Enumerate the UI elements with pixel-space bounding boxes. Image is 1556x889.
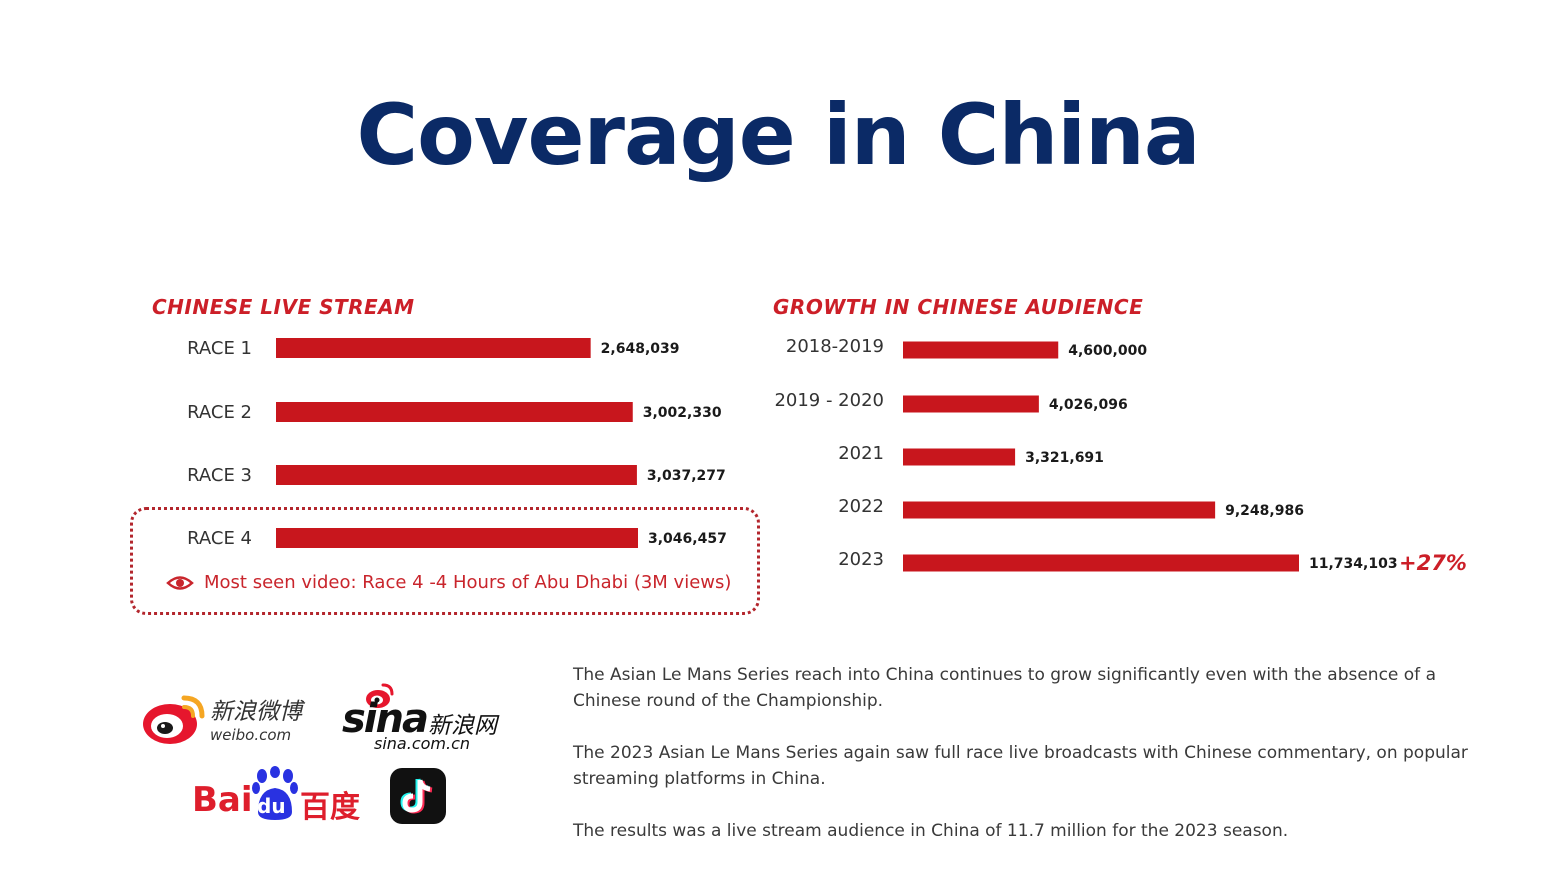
live-stream-bar xyxy=(276,338,591,358)
sina-cn-text: 新浪网 xyxy=(428,713,497,739)
paragraph-reach: The Asian Le Mans Series reach into Chin… xyxy=(573,665,1436,711)
sina-eye-icon xyxy=(366,683,394,708)
live-stream-category-label: RACE 4 xyxy=(187,528,252,549)
audience-category-label: 2023 xyxy=(838,549,884,570)
paragraph-broadcasts: The 2023 Asian Le Mans Series again saw … xyxy=(573,743,1468,789)
audience-bar xyxy=(903,501,1216,519)
audience-category-label: 2021 xyxy=(838,443,884,464)
baidu-logo: Bai du 百度 xyxy=(192,766,362,826)
audience-value-label: 11,734,103 xyxy=(1309,556,1398,572)
audience-value-label: 3,321,691 xyxy=(1025,450,1104,466)
tiktok-logo xyxy=(390,768,446,824)
baidu-word-mid: du xyxy=(257,794,286,818)
audience-value-label: 9,248,986 xyxy=(1225,503,1304,519)
audience-bar xyxy=(903,554,1299,572)
live-stream-chart-title: CHINESE LIVE STREAM xyxy=(152,295,415,319)
sina-domain-text: sina.com.cn xyxy=(374,734,471,753)
weibo-domain-text: weibo.com xyxy=(210,726,292,744)
weibo-cn-text: 新浪微博 xyxy=(210,699,302,725)
most-seen-note: Most seen video: Race 4 -4 Hours of Abu … xyxy=(166,572,731,593)
most-seen-text: Most seen video: Race 4 -4 Hours of Abu … xyxy=(204,572,732,593)
live-stream-category-label: RACE 2 xyxy=(187,402,252,423)
audience-bar xyxy=(903,341,1059,359)
live-stream-bar xyxy=(276,402,633,422)
audience-value-label: 4,600,000 xyxy=(1068,343,1147,359)
growth-percent-label: +27% xyxy=(1399,551,1467,575)
sina-logo: sina 新浪网 sina.com.cn xyxy=(342,682,532,754)
weibo-eye-icon xyxy=(143,695,205,744)
live-stream-value-label: 3,002,330 xyxy=(643,405,722,421)
paragraph-results: The results was a live stream audience i… xyxy=(573,821,1289,841)
eye-icon xyxy=(166,575,194,590)
baidu-cn-text: 百度 xyxy=(300,790,360,825)
live-stream-bar xyxy=(276,465,637,485)
audience-bar xyxy=(903,448,1016,466)
tiktok-note-icon xyxy=(390,768,446,824)
sina-word: sina xyxy=(342,696,429,742)
audience-category-label: 2018-2019 xyxy=(786,336,884,357)
live-stream-category-label: RACE 1 xyxy=(187,338,252,359)
live-stream-value-label: 3,037,277 xyxy=(647,468,726,484)
live-stream-category-label: RACE 3 xyxy=(187,465,252,486)
baidu-paw-icon xyxy=(252,766,298,820)
audience-value-label: 4,026,096 xyxy=(1049,397,1128,413)
baidu-word-left: Bai xyxy=(192,780,253,820)
weibo-logo: 新浪微博 weibo.com xyxy=(140,688,320,748)
live-stream-bar xyxy=(276,528,638,548)
race4-highlight-box xyxy=(130,507,760,615)
page-title: Coverage in China xyxy=(356,86,1200,184)
live-stream-value-label: 2,648,039 xyxy=(601,341,680,357)
audience-bar xyxy=(903,395,1039,413)
audience-category-label: 2019 - 2020 xyxy=(774,390,884,411)
audience-category-label: 2022 xyxy=(838,496,884,517)
live-stream-value-label: 3,046,457 xyxy=(648,531,727,547)
audience-chart-title: GROWTH IN CHINESE AUDIENCE xyxy=(773,295,1144,319)
